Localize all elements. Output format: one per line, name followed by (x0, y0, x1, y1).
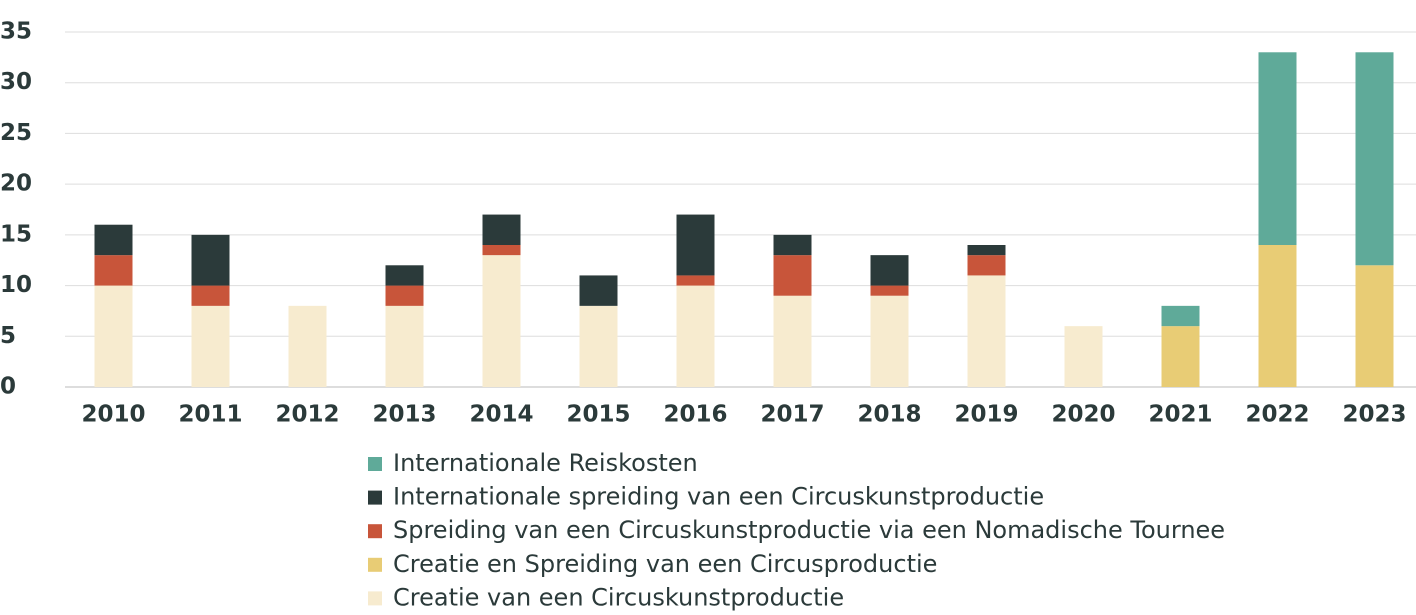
bar-segment (191, 285, 230, 306)
legend-label: Internationale Reiskosten (393, 449, 698, 477)
bar-segment (773, 255, 812, 296)
x-tick-label: 2023 (1342, 402, 1406, 428)
bar-segment (385, 285, 424, 306)
x-tick-label: 2015 (566, 402, 630, 428)
x-tick-label: 2012 (275, 402, 339, 428)
bar-segment (482, 255, 521, 387)
bar-segment (482, 245, 521, 256)
bar-segment (870, 285, 909, 296)
bar-segment (967, 255, 1006, 276)
bar-segment (1355, 52, 1394, 266)
bar-segment (385, 305, 424, 387)
legend-label: Creatie van een Circuskunstproductie (393, 583, 844, 611)
bar-segment (1355, 265, 1394, 387)
bar-segment (676, 275, 715, 286)
bar-segment (870, 255, 909, 286)
y-tick-label: 20 (0, 171, 32, 197)
bar-segment (676, 285, 715, 387)
bar-segment (94, 255, 133, 286)
y-tick-label: 10 (0, 272, 32, 298)
bar-segment (288, 305, 327, 387)
bar-segment (1161, 326, 1200, 387)
y-tick-label: 0 (0, 374, 16, 400)
bar-segment (773, 295, 812, 387)
bar-segment (870, 295, 909, 387)
legend-swatch (368, 457, 382, 471)
y-tick-label: 35 (0, 19, 32, 45)
legend-swatch (368, 557, 382, 572)
x-tick-label: 2017 (760, 402, 824, 428)
bar-segment (385, 265, 424, 286)
bar-segment (191, 305, 230, 387)
x-tick-label: 2010 (81, 402, 145, 428)
y-tick-label: 25 (0, 120, 32, 146)
bar-segment (1258, 245, 1297, 387)
x-tick-label: 2016 (663, 402, 727, 428)
x-tick-label: 2018 (857, 402, 921, 428)
bar-segment (967, 245, 1006, 256)
y-tick-label: 5 (0, 323, 16, 349)
x-tick-label: 2021 (1148, 402, 1212, 428)
bar-segment (94, 285, 133, 387)
bar-segment (1064, 326, 1103, 387)
legend-swatch (368, 490, 382, 505)
legend-label: Creatie en Spreiding van een Circusprodu… (393, 550, 937, 578)
y-tick-label: 15 (0, 221, 32, 247)
x-tick-label: 2014 (469, 402, 533, 428)
x-tick-label: 2013 (372, 402, 436, 428)
legend-label: Spreiding van een Circuskunstproductie v… (393, 516, 1225, 544)
bar-segment (676, 214, 715, 276)
bar-segment (967, 275, 1006, 387)
legend-swatch (368, 524, 382, 539)
bar-segment (1258, 52, 1297, 246)
bar-segment (191, 234, 230, 286)
x-tick-label: 2019 (954, 402, 1018, 428)
x-tick-label: 2022 (1245, 402, 1309, 428)
bar-segment (482, 214, 521, 245)
legend-swatch (368, 591, 382, 606)
bar-segment (579, 305, 618, 387)
bar-segment (94, 224, 133, 256)
bar-segment (773, 234, 812, 256)
legend-label: Internationale spreiding van een Circusk… (393, 483, 1044, 511)
x-tick-label: 2011 (178, 402, 242, 428)
x-tick-label: 2020 (1051, 402, 1115, 428)
bar-segment (579, 275, 618, 306)
y-tick-label: 30 (0, 69, 32, 95)
bar-segment (1161, 305, 1200, 327)
